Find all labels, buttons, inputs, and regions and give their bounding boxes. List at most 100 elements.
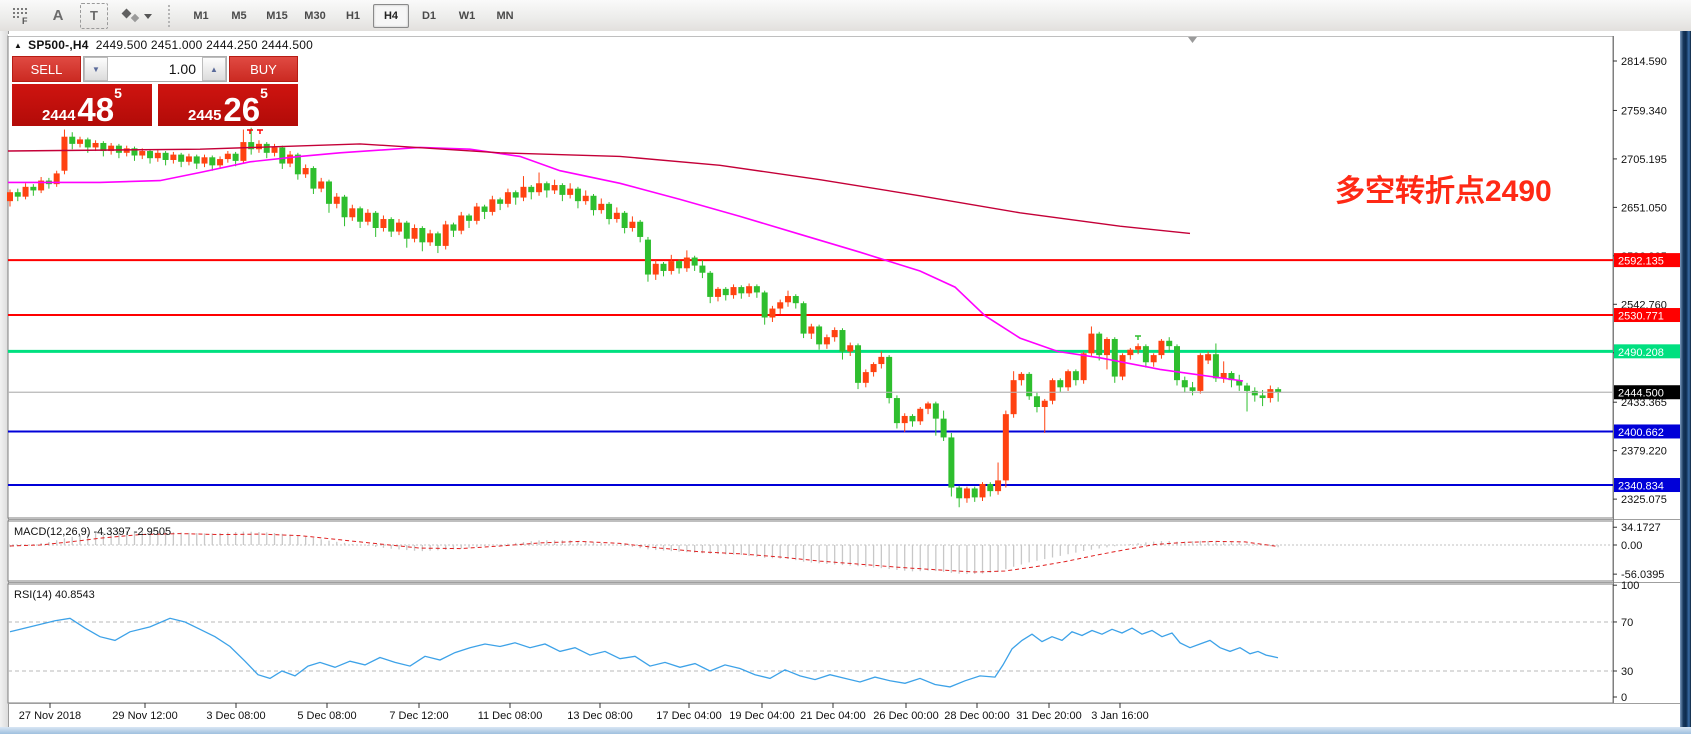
candle <box>263 143 270 153</box>
candle <box>84 139 91 148</box>
buy-price-base: 2445 <box>188 107 222 124</box>
candle <box>38 180 45 191</box>
candle <box>380 219 387 229</box>
candle <box>800 303 807 334</box>
collapse-triangle-icon[interactable]: ▲ <box>14 41 23 50</box>
candle <box>154 152 161 159</box>
candle <box>668 261 675 271</box>
volume-decrease-button[interactable]: ▼ <box>84 57 108 81</box>
price-chart[interactable]: MACD(12,26,9) -4.3397 -2.9505 RSI(14) 40.… <box>0 31 1691 734</box>
candle <box>816 326 823 345</box>
candle <box>279 147 286 164</box>
symbol-name: SP500-,H4 <box>28 38 89 52</box>
candle <box>1072 371 1079 381</box>
candle <box>489 199 496 212</box>
candle <box>349 208 356 218</box>
candle <box>792 296 799 304</box>
tf-button-m30[interactable]: M30 <box>304 9 326 22</box>
candle <box>1142 346 1149 363</box>
toolbar-separator <box>168 4 176 27</box>
candle <box>411 228 418 239</box>
ma-slow-line <box>7 143 1191 235</box>
candle <box>940 418 947 438</box>
sell-price-sup: 5 <box>114 85 122 101</box>
tf-button-w1[interactable]: W1 <box>458 9 476 22</box>
tf-button-h1[interactable]: H1 <box>345 9 361 22</box>
macd-axis-label: -56.0395 <box>1621 569 1664 581</box>
symbol-header: ▲ SP500-,H4 2449.500 2451.000 2444.250 24… <box>14 38 313 52</box>
volume-increase-button[interactable]: ▲ <box>202 57 226 81</box>
candle <box>971 488 978 498</box>
candle <box>271 147 278 153</box>
candle <box>808 326 815 334</box>
candle <box>1220 372 1227 379</box>
time-label: 11 Dec 08:00 <box>478 710 543 722</box>
candle <box>963 488 970 499</box>
buy-price-box[interactable]: 2445 26 5 <box>158 84 298 126</box>
price-badge-2340.834 <box>1614 478 1680 493</box>
buy-button[interactable]: BUY <box>229 56 298 82</box>
candle <box>512 192 519 198</box>
tf-button-m15[interactable]: M15 <box>266 9 288 22</box>
price-badge-2490.208 <box>1614 344 1680 359</box>
candle <box>660 263 667 271</box>
time-label: 29 Nov 12:00 <box>112 710 177 722</box>
sell-price-box[interactable]: 2444 48 5 <box>12 84 152 126</box>
candle <box>590 195 597 211</box>
candle <box>839 330 846 352</box>
candle <box>574 188 581 202</box>
candle <box>30 186 37 191</box>
volume-input[interactable]: 1.00 <box>168 61 196 77</box>
price-badge-2592.135-label: 2592.135 <box>1618 256 1664 268</box>
macd-axis-label: 34.1727 <box>1621 522 1661 534</box>
sell-button[interactable]: SELL <box>12 56 81 82</box>
candle <box>325 181 332 204</box>
candle <box>1018 373 1025 381</box>
tf-button-mn[interactable]: MN <box>496 9 514 22</box>
toolbar: F A T M1 M5 M15 M30 H1 H4 D1 W1 MN <box>0 0 1691 32</box>
grid-f-icon[interactable]: F <box>8 3 36 29</box>
candle <box>419 228 426 243</box>
candle <box>855 345 862 383</box>
objects-icon[interactable] <box>116 3 156 29</box>
candle <box>364 212 371 222</box>
candle <box>1033 396 1040 408</box>
price-badge-2400.662 <box>1614 424 1680 439</box>
candle <box>7 192 13 202</box>
chart-shift-marker[interactable] <box>1188 37 1197 43</box>
candle <box>1065 371 1072 388</box>
candles-group[interactable] <box>7 127 1282 508</box>
candle <box>1026 373 1033 397</box>
text-box-icon[interactable]: T <box>80 2 108 29</box>
price-tick-label: 2433.365 <box>1621 397 1667 409</box>
candle <box>948 437 955 488</box>
candle <box>1174 346 1180 381</box>
tf-button-h4[interactable]: H4 <box>373 3 409 28</box>
candle <box>598 203 605 211</box>
volume-spinner: ▼ 1.00 ▲ <box>83 56 227 82</box>
candle <box>901 415 908 424</box>
candle <box>1267 389 1274 399</box>
candle <box>77 139 84 144</box>
candle <box>1166 340 1173 347</box>
time-label: 21 Dec 04:00 <box>800 710 865 722</box>
fractal-mark <box>1135 335 1141 340</box>
candle <box>1259 395 1266 399</box>
candle <box>1244 385 1251 391</box>
candle <box>777 302 784 309</box>
candle <box>185 156 192 162</box>
candle <box>1096 333 1103 356</box>
candle <box>1111 338 1118 377</box>
candle <box>1002 414 1009 481</box>
candle <box>520 186 527 198</box>
candle <box>1103 338 1110 356</box>
tf-button-m1[interactable]: M1 <box>193 9 209 22</box>
price-tick-label: 2705.195 <box>1621 154 1667 166</box>
text-label-icon[interactable]: A <box>52 7 64 24</box>
tf-button-m5[interactable]: M5 <box>231 9 247 22</box>
tf-button-d1[interactable]: D1 <box>421 9 437 22</box>
candle <box>240 142 247 161</box>
candle <box>1041 400 1048 408</box>
ohlc-low: 2444.250 <box>206 38 258 52</box>
